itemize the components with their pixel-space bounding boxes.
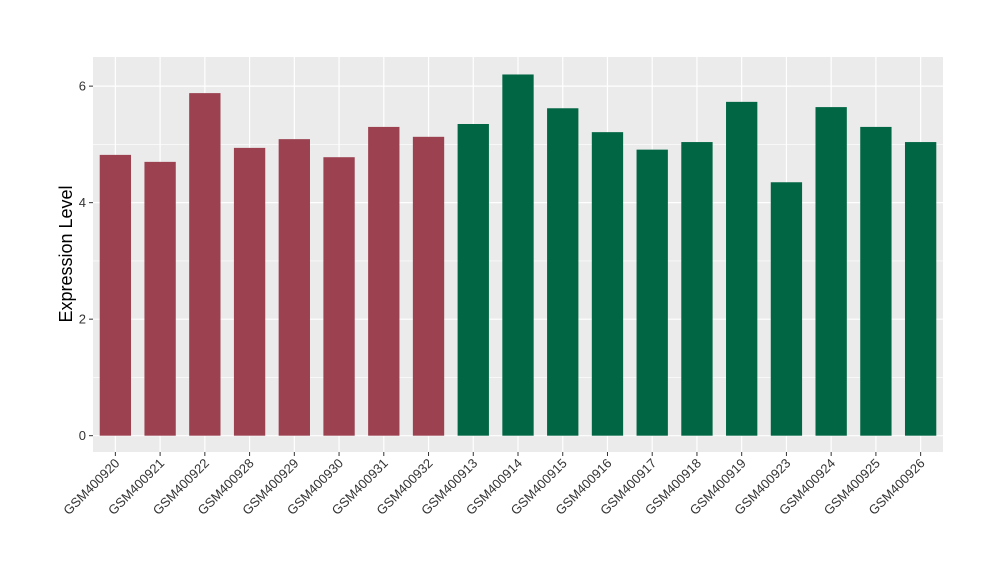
bar-GSM400929	[278, 139, 310, 436]
bar-GSM400920	[99, 154, 132, 436]
bar-GSM400915	[547, 108, 579, 436]
bar-GSM400923	[770, 182, 803, 436]
bar-GSM400921	[144, 161, 176, 436]
bar-GSM400932	[412, 136, 445, 436]
bar-GSM400914	[502, 74, 534, 436]
bar-GSM400922	[189, 93, 221, 436]
x-axis: GSM400920GSM400921GSM400922GSM400928GSM4…	[60, 452, 928, 518]
y-axis-title: Expression Level	[56, 185, 76, 322]
bar-GSM400931	[368, 126, 400, 436]
bar-GSM400928	[233, 147, 266, 436]
y-axis: 0 2 4 6	[79, 79, 93, 443]
bar-GSM400917	[636, 149, 668, 436]
bars	[99, 74, 937, 436]
bar-GSM400925	[860, 126, 892, 436]
y-tick-label: 6	[79, 79, 86, 94]
bar-GSM400916	[591, 132, 624, 436]
bar-GSM400926	[904, 142, 937, 436]
bar-GSM400930	[323, 157, 355, 436]
y-tick-label: 4	[79, 195, 86, 210]
bar-GSM400924	[815, 107, 847, 436]
y-tick-label: 2	[79, 312, 86, 327]
bar-GSM400913	[457, 123, 489, 436]
bar-GSM400919	[726, 101, 758, 436]
bar-GSM400918	[681, 142, 713, 436]
y-tick-label: 0	[79, 428, 86, 443]
